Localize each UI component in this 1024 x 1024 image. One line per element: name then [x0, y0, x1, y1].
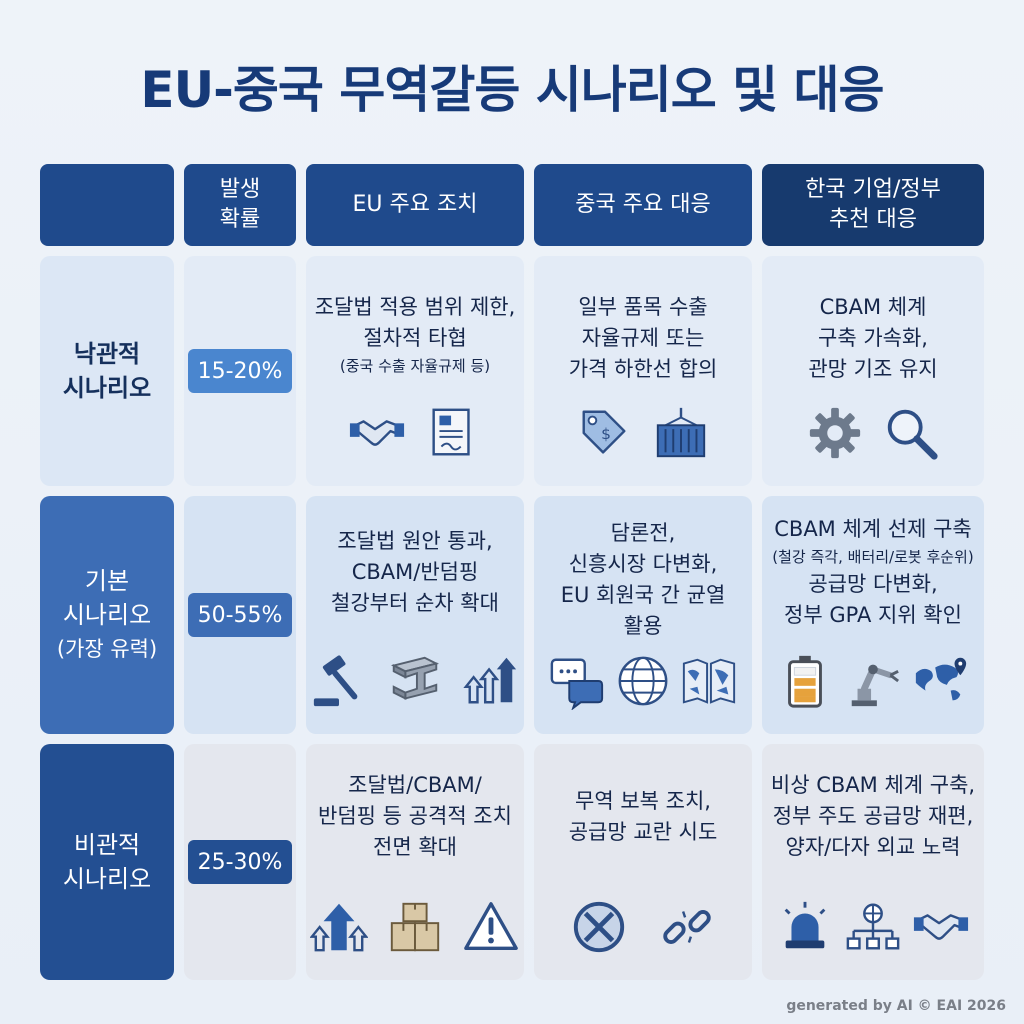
eu-cell-base: 조달법 원안 통과, CBAM/반덤핑 철강부터 순차 확대	[306, 496, 524, 734]
gavel-icon	[313, 655, 358, 707]
text-line: 양자/다자 외교 노력	[785, 835, 961, 859]
text-line: 신흥시장 다변화,	[568, 552, 718, 576]
text-line: 구축 가속화,	[818, 326, 928, 350]
svg-text:$: $	[601, 425, 611, 443]
robot-arm-icon	[851, 664, 900, 707]
battery-icon	[788, 655, 822, 708]
header-probability: 발생 확률	[184, 164, 296, 246]
icon-group	[762, 404, 984, 462]
magnifier-icon	[887, 409, 938, 460]
text-line: 공급망 다변화,	[808, 572, 938, 596]
probability-cell-pessimistic: 25-30%	[184, 744, 296, 980]
icon-group	[762, 652, 984, 710]
text-line: 조달법 원안 통과,	[337, 529, 493, 553]
text-line: 정부 GPA 지위 확인	[784, 603, 962, 627]
steel-beam-icon	[390, 656, 440, 700]
eu-cell-optimistic: 조달법 적용 범위 제한, 절차적 타협 (중국 수출 자율규제 등)	[306, 256, 524, 486]
rising-arrows-icon	[463, 657, 517, 704]
text-line: 일부 품목 수출	[578, 295, 708, 319]
world-map-pin-icon	[915, 657, 967, 701]
icon-group	[534, 898, 752, 956]
row-label-line1: 기본	[84, 567, 130, 595]
handshake-icon	[913, 914, 969, 940]
row-label-base: 기본 시나리오 (가장 유력)	[40, 496, 174, 734]
header-eu: EU 주요 조치	[306, 164, 524, 246]
row-label-line1: 비관적	[73, 831, 141, 859]
network-icon	[846, 903, 900, 950]
row-label-optimistic: 낙관적 시나리오	[40, 256, 174, 486]
shipping-container-icon	[656, 407, 706, 458]
text-line: 무역 보복 조치,	[575, 789, 711, 813]
icon-group	[534, 652, 752, 710]
price-tag-icon: $	[582, 410, 626, 454]
text-note: (중국 수출 자율규제 등)	[339, 357, 491, 375]
korea-cell-optimistic: CBAM 체계 구축 가속화, 관망 기조 유지	[762, 256, 984, 486]
boxes-icon	[390, 902, 440, 952]
probability-cell-optimistic: 15-20%	[184, 256, 296, 486]
text-line: 비상 CBAM 체계 구축,	[770, 773, 976, 797]
text-line: 조달법/CBAM/	[348, 773, 482, 797]
probability-badge: 25-30%	[188, 840, 292, 884]
text-line: CBAM 체계 선제 구축	[774, 517, 972, 541]
text-line: 자율규제 또는	[581, 326, 705, 350]
row-label-pessimistic: 비관적 시나리오	[40, 744, 174, 980]
footer-credit: generated by AI © EAI 2026	[786, 998, 1006, 1014]
text-line: 조달법 적용 범위 제한,	[314, 295, 516, 319]
china-cell-base: 담론전, 신흥시장 다변화, EU 회원국 간 균열 활용	[534, 496, 752, 734]
text-line: 활용	[623, 614, 663, 638]
text-line: 전면 확대	[373, 835, 457, 859]
row-label-line2: 시나리오	[62, 865, 152, 893]
header-china-label: 중국 주요 대응	[575, 192, 711, 217]
probability-badge: 50-55%	[188, 593, 292, 637]
text-line: EU 회원국 간 균열	[560, 583, 726, 607]
icon-group	[762, 898, 984, 956]
probability-badge: 15-20%	[188, 349, 292, 393]
chat-bubbles-icon	[550, 658, 604, 710]
header-korea-line2: 추천 대응	[829, 207, 917, 232]
gear-icon	[809, 407, 861, 459]
icon-group	[306, 404, 524, 462]
header-china: 중국 주요 대응	[534, 164, 752, 246]
china-cell-optimistic: 일부 품목 수출 자율규제 또는 가격 하한선 합의 $	[534, 256, 752, 486]
row-label-line2: 시나리오	[62, 601, 152, 629]
up-arrows-icon	[310, 903, 368, 952]
row-label-line1: 낙관적	[73, 340, 141, 368]
text-line: 반덤핑 등 공격적 조치	[318, 804, 512, 828]
header-korea-line1: 한국 기업/정부	[805, 177, 941, 202]
text-line: CBAM 체계	[819, 295, 927, 319]
page-title: EU-중국 무역갈등 시나리오 및 대응	[140, 61, 884, 119]
korea-cell-base: CBAM 체계 선제 구축 (철강 즉각, 배터리/로봇 후순위) 공급망 다변…	[762, 496, 984, 734]
icon-group	[306, 652, 524, 710]
text-line: 정부 주도 공급망 재편,	[772, 804, 974, 828]
eu-cell-pessimistic: 조달법/CBAM/ 반덤핑 등 공격적 조치 전면 확대	[306, 744, 524, 980]
alarm-siren-icon	[784, 901, 826, 949]
icon-group: $	[534, 404, 752, 462]
header-corner	[40, 164, 174, 246]
handshake-icon	[349, 420, 405, 446]
text-line: 절차적 타협	[363, 326, 467, 350]
probability-cell-base: 50-55%	[184, 496, 296, 734]
icon-group	[306, 898, 524, 956]
text-line: 관망 기조 유지	[808, 357, 938, 381]
text-line: 철강부터 순차 확대	[331, 591, 499, 615]
header-korea: 한국 기업/정부 추천 대응	[762, 164, 984, 246]
korea-cell-pessimistic: 비상 CBAM 체계 구축, 정부 주도 공급망 재편, 양자/다자 외교 노력	[762, 744, 984, 980]
row-label-line2: 시나리오	[62, 374, 152, 402]
text-line: 가격 하한선 합의	[568, 357, 718, 381]
header-probability-line2: 확률	[219, 207, 261, 232]
blocked-icon	[573, 901, 625, 953]
document-icon	[432, 408, 470, 456]
china-cell-pessimistic: 무역 보복 조치, 공급망 교란 시도	[534, 744, 752, 980]
header-probability-line1: 발생	[219, 177, 261, 202]
globe-icon	[618, 656, 668, 706]
header-eu-label: EU 주요 조치	[352, 192, 478, 217]
warning-icon	[464, 902, 518, 950]
text-line: 담론전,	[610, 521, 676, 545]
text-line: 공급망 교란 시도	[568, 820, 718, 844]
row-label-sub: (가장 유력)	[56, 637, 158, 661]
split-map-icon	[682, 658, 736, 704]
broken-chain-icon	[663, 910, 711, 944]
text-line: CBAM/반덤핑	[351, 560, 479, 584]
text-note: (철강 즉각, 배터리/로봇 후순위)	[772, 548, 974, 566]
